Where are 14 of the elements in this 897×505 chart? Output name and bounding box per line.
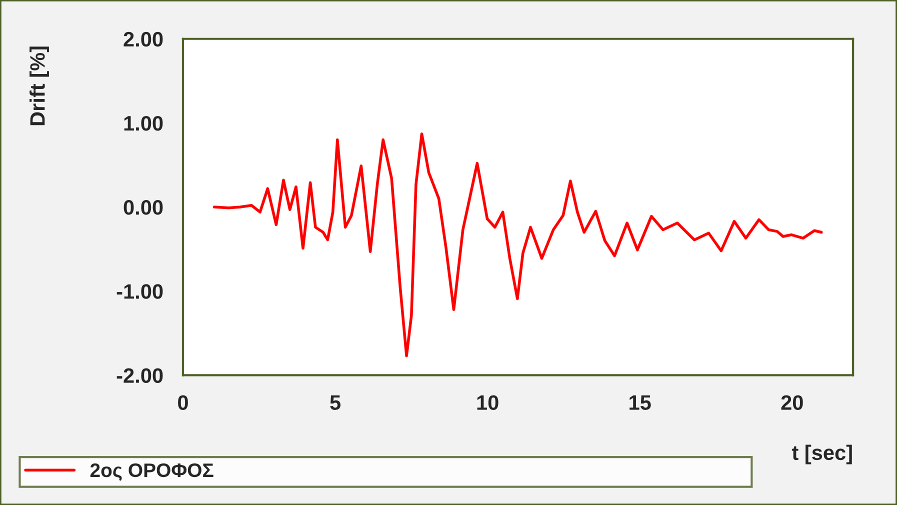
y-tick-label: 0.00: [124, 200, 163, 215]
x-tick-label: 0: [178, 395, 188, 410]
y-tick-label: 1.00: [124, 116, 163, 131]
y-tick-label: 2.00: [124, 32, 163, 47]
legend-label: 2ος ΟΡΟΦΟΣ: [90, 463, 214, 481]
x-axis-title: t [sec]: [792, 444, 852, 464]
x-tick-label: 20: [781, 395, 803, 410]
y-tick-label: -1.00: [116, 284, 163, 299]
line-series: [212, 132, 823, 358]
x-tick-label: 5: [330, 395, 340, 410]
x-tick-label: 10: [477, 395, 498, 410]
x-tick-label: 15: [630, 395, 651, 410]
y-tick-label: -2.00: [116, 368, 163, 383]
y-axis-title: Drift [%]: [30, 46, 49, 126]
